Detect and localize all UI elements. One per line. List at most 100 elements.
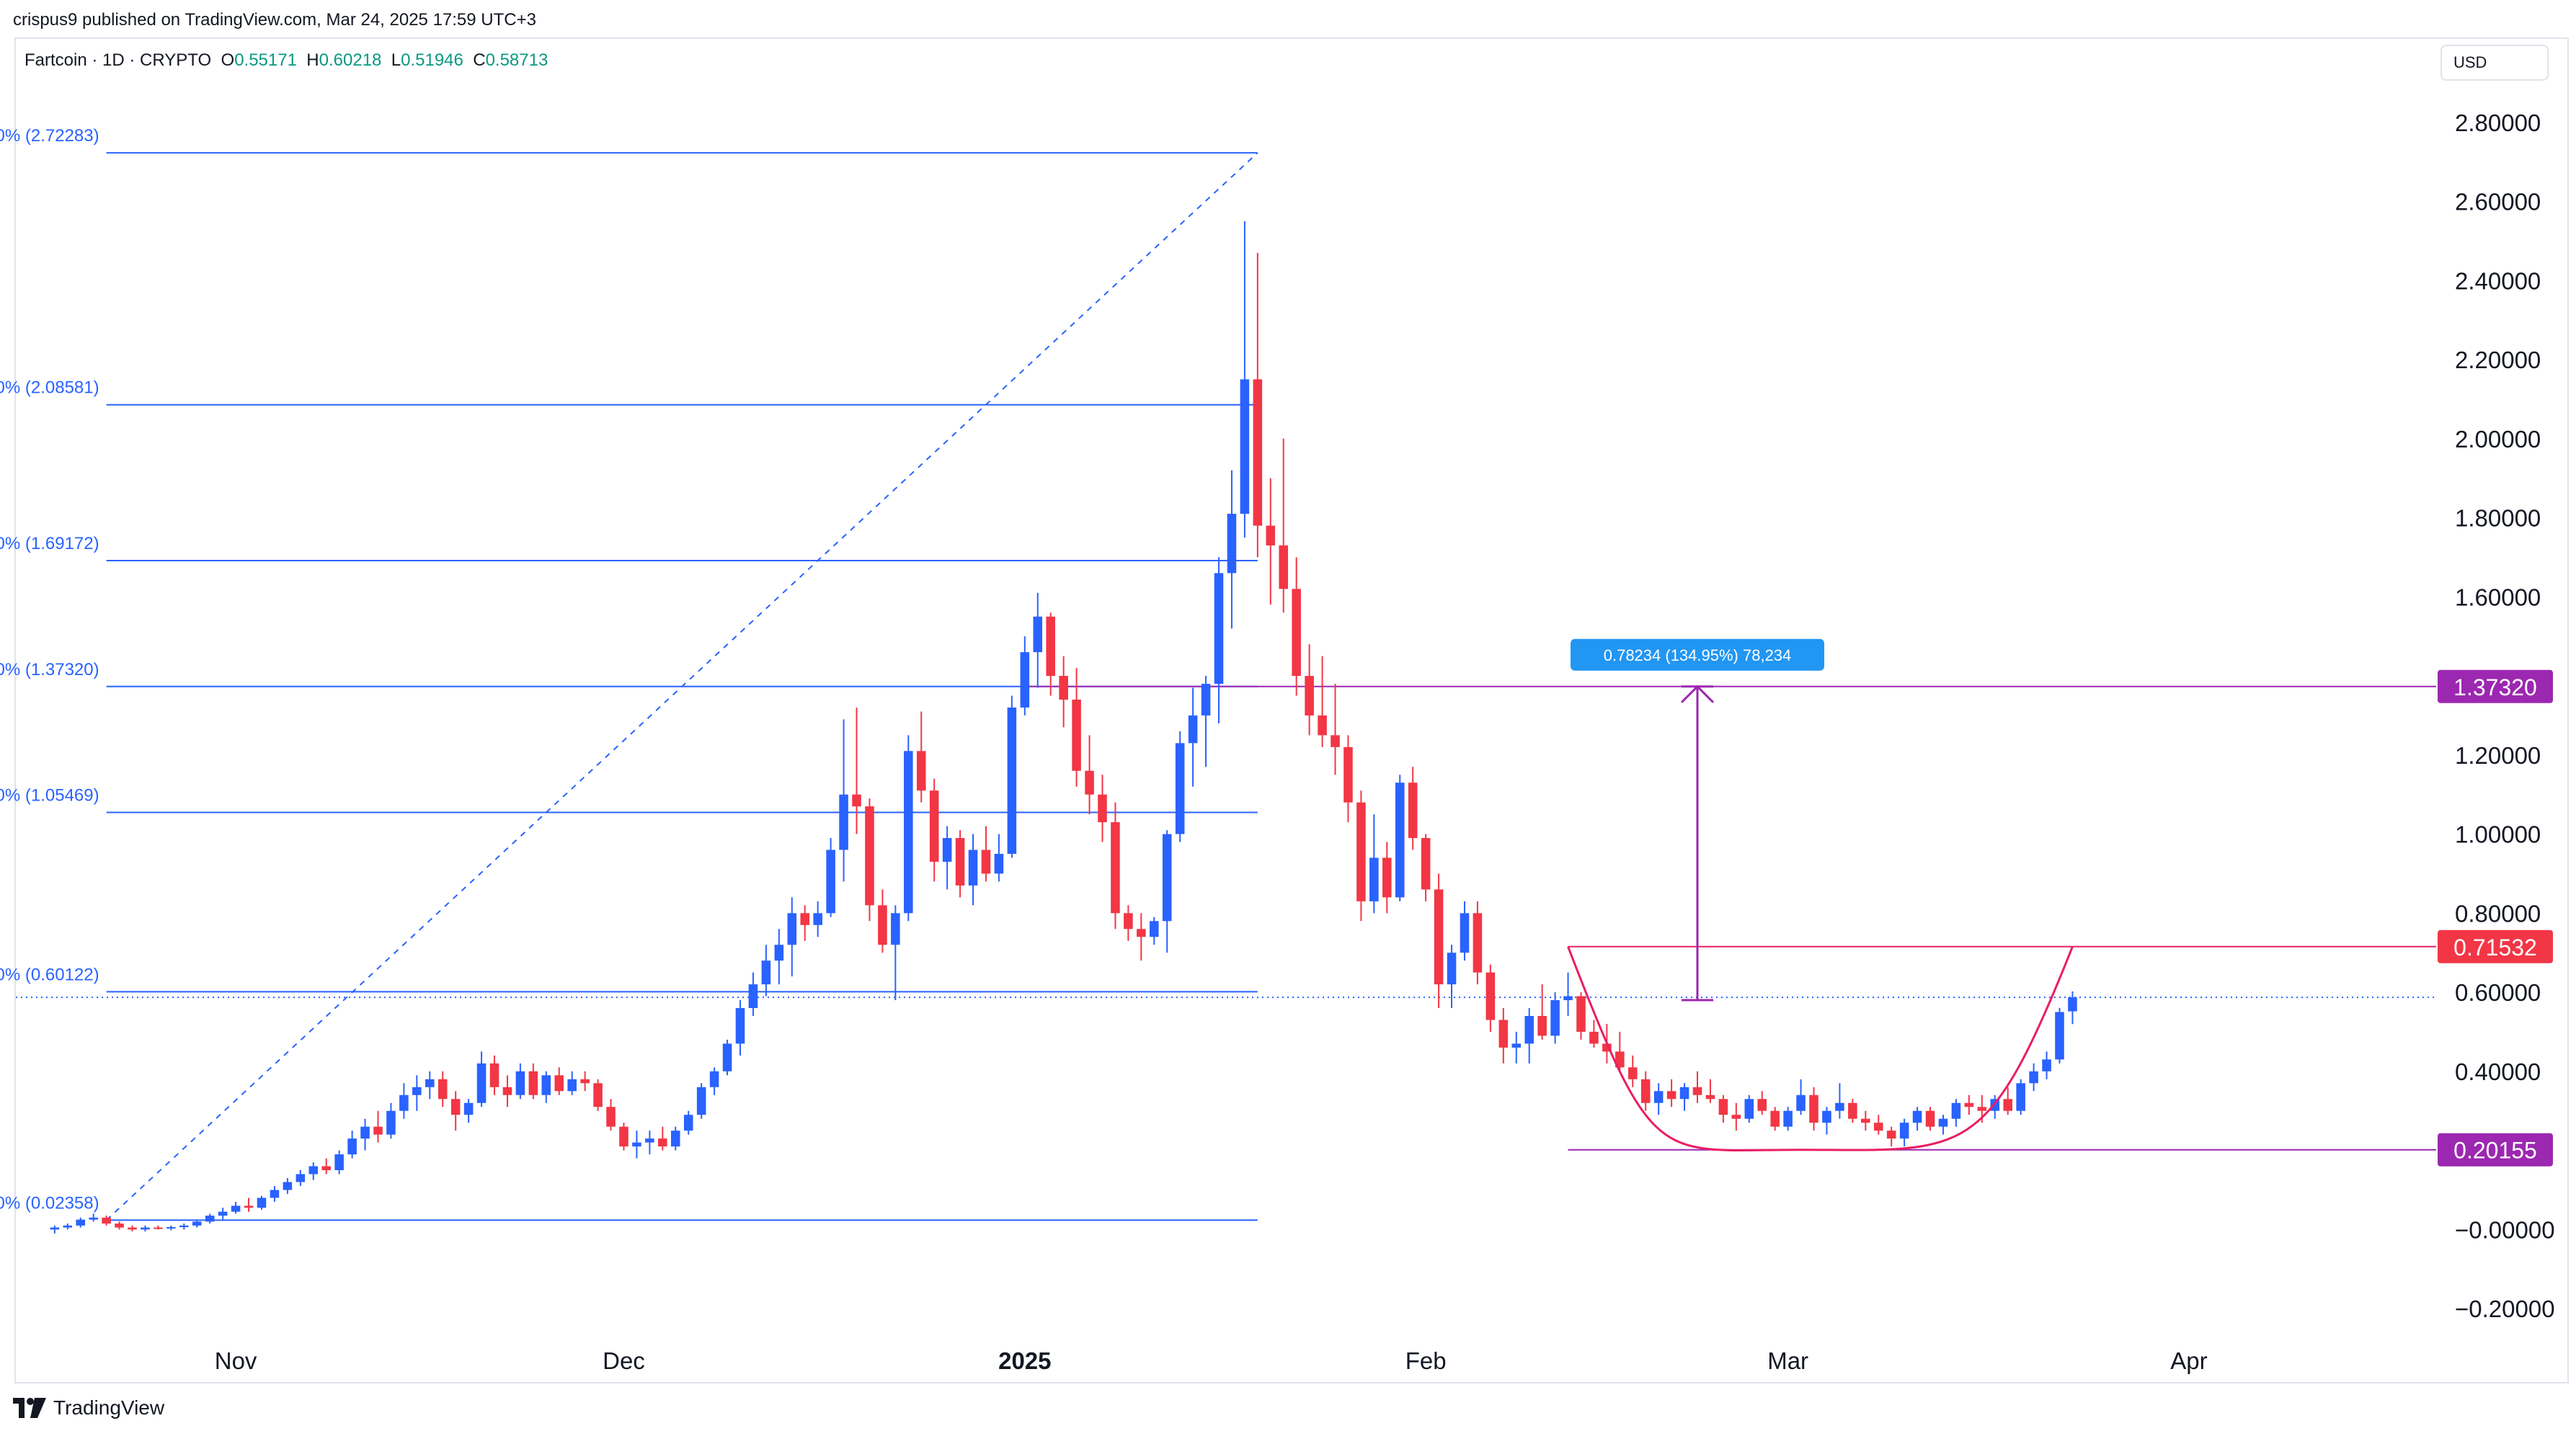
candle	[1020, 636, 1030, 716]
candle-body	[205, 1216, 215, 1222]
candle-body	[619, 1126, 629, 1147]
footer-brand[interactable]: TradingView	[13, 1396, 164, 1419]
tradingview-logo-icon	[13, 1398, 46, 1418]
candle	[1899, 1118, 1909, 1147]
candle	[1861, 1110, 1870, 1131]
candle	[929, 778, 939, 882]
measure-label-box	[1571, 638, 1825, 671]
candle	[1227, 470, 1237, 629]
candle	[1175, 731, 1185, 842]
candle	[1615, 1031, 1625, 1071]
candle-body	[645, 1138, 654, 1143]
candle	[1266, 478, 1276, 605]
y-axis-tick-label: −0.00000	[2455, 1216, 2555, 1243]
candle	[683, 1110, 693, 1135]
candle-body	[347, 1138, 357, 1155]
candle-body	[231, 1205, 241, 1212]
candle	[244, 1198, 254, 1212]
candle-body	[1020, 652, 1030, 708]
currency-selector[interactable]: USD	[2440, 45, 2549, 81]
candle-body	[218, 1211, 228, 1216]
x-axis-tick-label: Apr	[2170, 1347, 2207, 1374]
candle	[1343, 735, 1353, 823]
candle	[515, 1063, 525, 1100]
candle-body	[541, 1075, 551, 1095]
candle-body	[1305, 676, 1314, 716]
candle	[1473, 901, 1483, 985]
fib-level-label: 23.60% (2.08581)	[0, 378, 99, 398]
candle	[1305, 644, 1314, 736]
candle-body	[1640, 1079, 1651, 1103]
fib-level-label: 0.00% (2.72283)	[0, 126, 99, 146]
candle-body	[141, 1227, 150, 1230]
candle-body	[1770, 1110, 1780, 1127]
candle	[593, 1079, 603, 1111]
fib-level-label: 100.00% (0.02358)	[0, 1193, 99, 1213]
candle	[76, 1217, 86, 1228]
y-axis-tick-label: 0.80000	[2455, 900, 2541, 927]
candle-body	[1899, 1123, 1909, 1139]
candle	[541, 1071, 551, 1103]
candle-body	[1059, 676, 1068, 700]
x-axis-tick-label: Dec	[603, 1347, 645, 1374]
candle-body	[916, 751, 926, 791]
x-axis-tick-label: Feb	[1405, 1347, 1447, 1374]
candle-body	[955, 838, 965, 886]
candle	[412, 1075, 422, 1111]
candle-body	[567, 1079, 577, 1092]
candle	[1369, 814, 1379, 914]
candle-body	[632, 1142, 641, 1147]
candle-body	[800, 913, 810, 925]
candle	[450, 1091, 461, 1131]
candle-body	[1809, 1095, 1818, 1123]
candle	[1033, 592, 1043, 688]
candle-body	[128, 1227, 137, 1230]
price-label: 0.71532	[2453, 935, 2537, 960]
ohlc-low: 0.51946	[401, 50, 463, 70]
y-axis-tick-label: 1.00000	[2455, 821, 2541, 848]
candle	[1550, 992, 1560, 1044]
candle	[1356, 790, 1366, 922]
y-axis-tick-label: 2.00000	[2455, 426, 2541, 453]
candle	[1408, 767, 1418, 850]
candle-body	[515, 1071, 525, 1095]
candle-body	[102, 1217, 111, 1224]
candle-body	[1085, 770, 1094, 795]
candle	[115, 1221, 124, 1230]
candle-body	[296, 1174, 306, 1182]
candle	[1098, 775, 1107, 842]
candle-body	[1511, 1043, 1522, 1048]
candle	[1563, 972, 1573, 1016]
candle	[1692, 1071, 1702, 1103]
candle-body	[50, 1227, 60, 1230]
candle	[296, 1170, 306, 1186]
symbol-name[interactable]: Fartcoin · 1D · CRYPTO	[25, 50, 212, 70]
candle-body	[115, 1223, 124, 1228]
candle	[1757, 1091, 1767, 1115]
chart-frame[interactable]	[14, 37, 2569, 1383]
candle	[1627, 1055, 1638, 1087]
candle-body	[748, 984, 758, 1009]
candle	[826, 838, 835, 917]
ohlc-high: 0.60218	[319, 50, 382, 70]
candle-body	[1744, 1099, 1754, 1119]
candle-body	[425, 1079, 435, 1087]
candle-body	[257, 1198, 267, 1208]
candle	[1912, 1107, 1922, 1131]
candle	[722, 1039, 732, 1076]
candle-body	[1615, 1051, 1625, 1068]
candle-body	[463, 1102, 474, 1115]
candle	[1460, 901, 1470, 961]
candle-body	[1796, 1095, 1806, 1111]
candle-body	[166, 1227, 176, 1229]
candle	[2055, 1008, 2064, 1064]
candle-body	[1007, 707, 1017, 854]
candle-body	[1964, 1102, 1974, 1107]
candle-body	[1602, 1043, 1612, 1052]
candle	[1421, 834, 1431, 901]
y-axis-tick-label: 1.80000	[2455, 505, 2541, 532]
candle	[748, 972, 758, 1016]
candle	[102, 1216, 111, 1226]
candle	[1537, 984, 1547, 1040]
